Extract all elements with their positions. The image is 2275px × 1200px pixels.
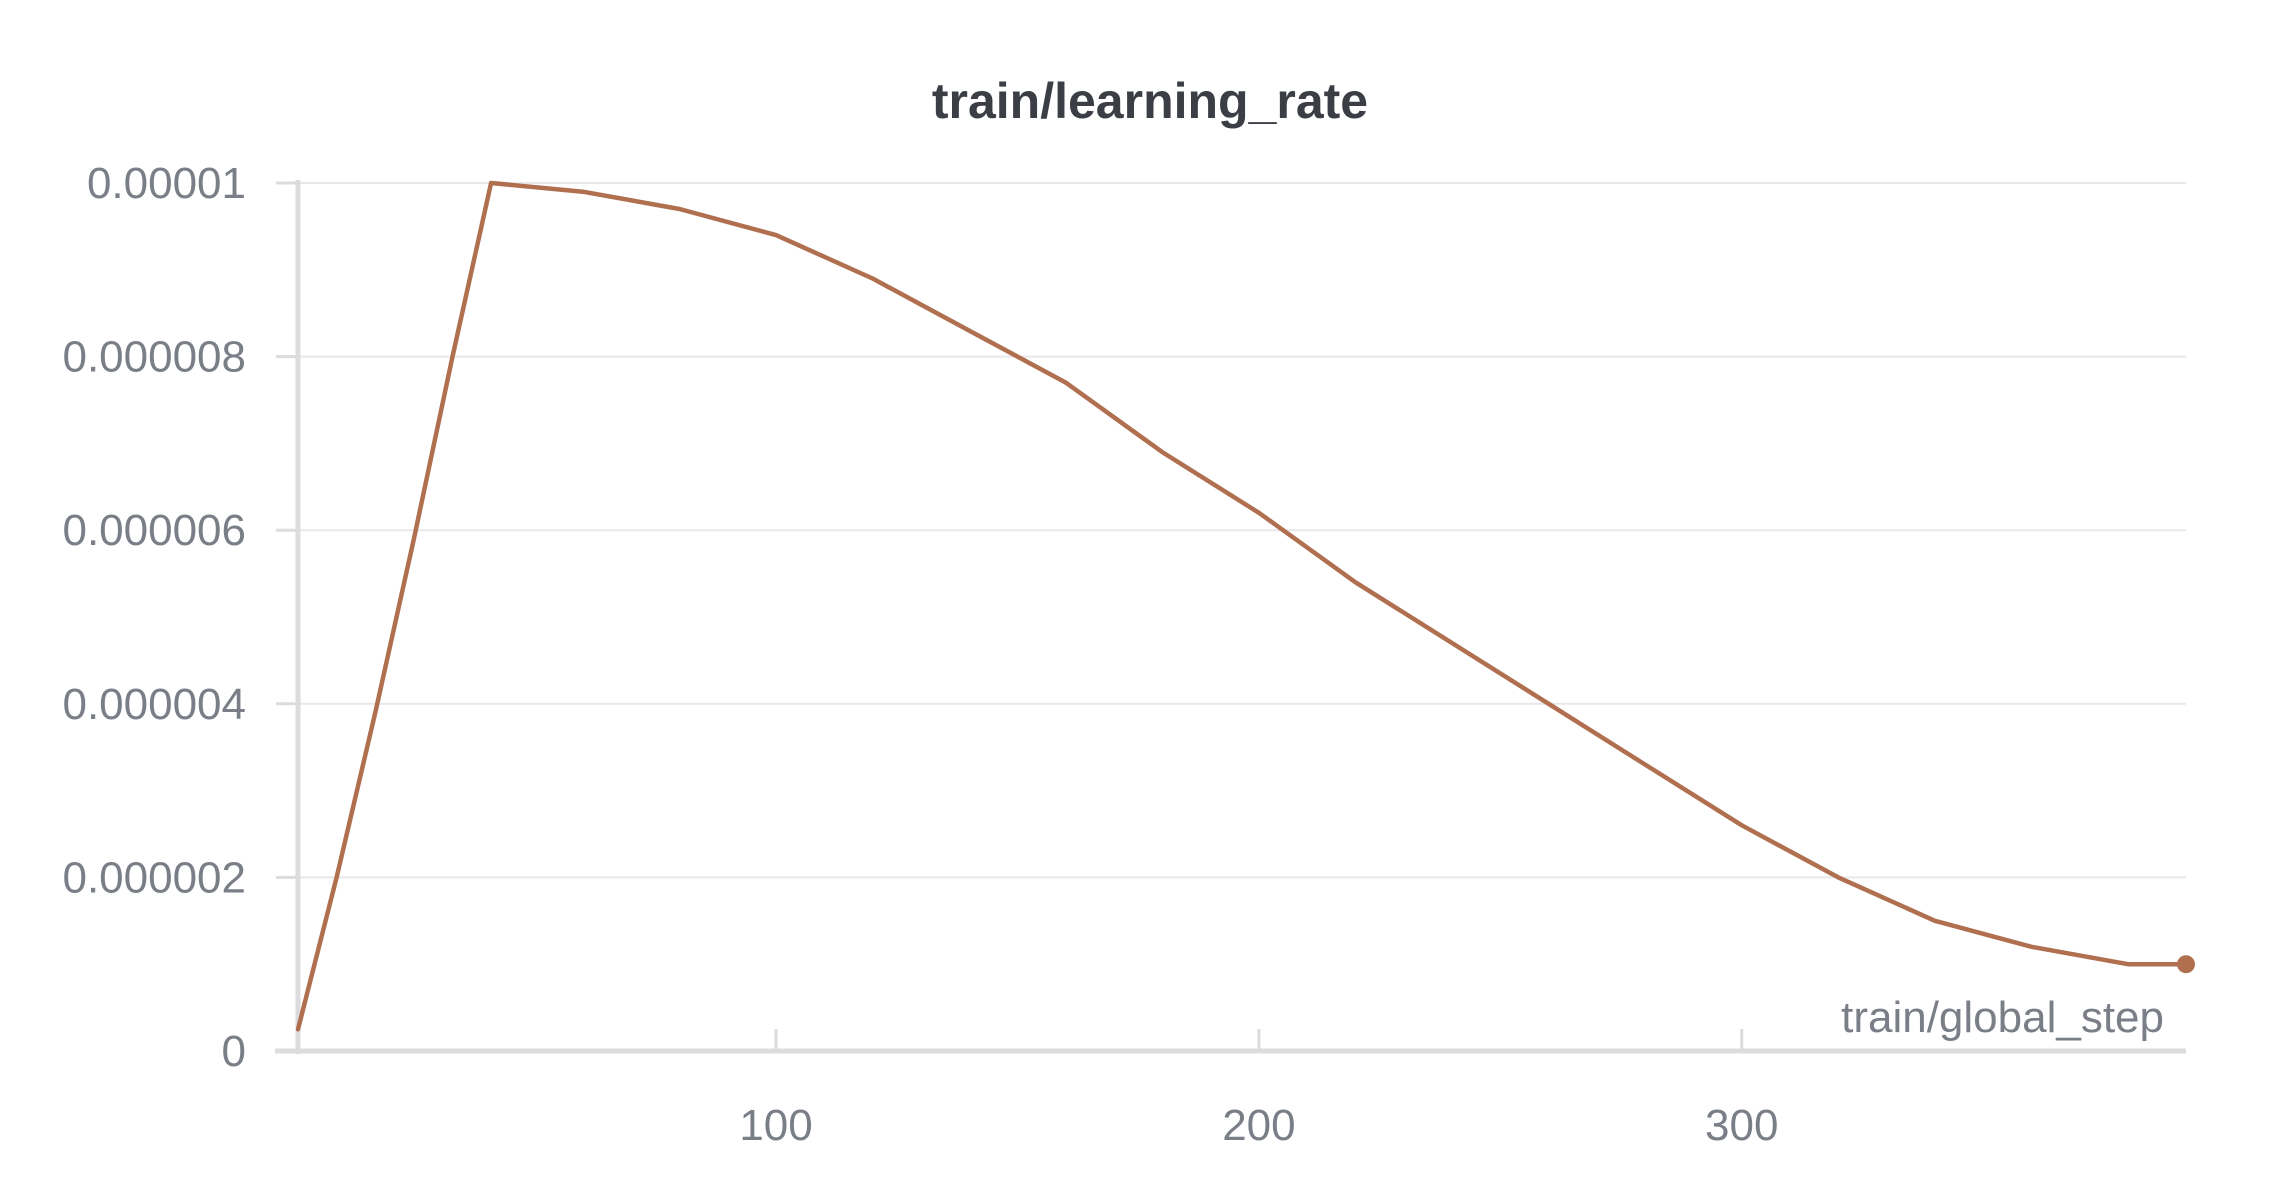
series-layer <box>295 180 2195 1032</box>
y-tick-label: 0 <box>222 1027 246 1076</box>
x-tick-label: 200 <box>1222 1101 1295 1150</box>
x-tick-labels: 100 200 300 <box>739 1101 1778 1150</box>
x-axis-label: train/global_step <box>1841 993 2164 1042</box>
x-tick-label: 300 <box>1705 1101 1778 1150</box>
y-tick-labels: 0 0.000002 0.000004 0.000006 0.000008 0.00001 <box>62 159 246 1076</box>
y-tick-label: 0.000004 <box>62 680 246 729</box>
y-tick-label: 0.000006 <box>62 506 246 555</box>
grid-layer <box>298 182 2186 879</box>
y-tick-label: 0.00001 <box>87 159 246 208</box>
axis-layer <box>275 180 2186 1054</box>
series-end-point <box>2177 955 2195 974</box>
y-tick-label: 0.000008 <box>62 333 246 382</box>
y-tick-label: 0.000002 <box>62 853 246 902</box>
chart-title: train/learning_rate <box>932 73 1368 129</box>
x-tick-label: 100 <box>739 1101 812 1150</box>
series-line <box>295 180 2189 1032</box>
